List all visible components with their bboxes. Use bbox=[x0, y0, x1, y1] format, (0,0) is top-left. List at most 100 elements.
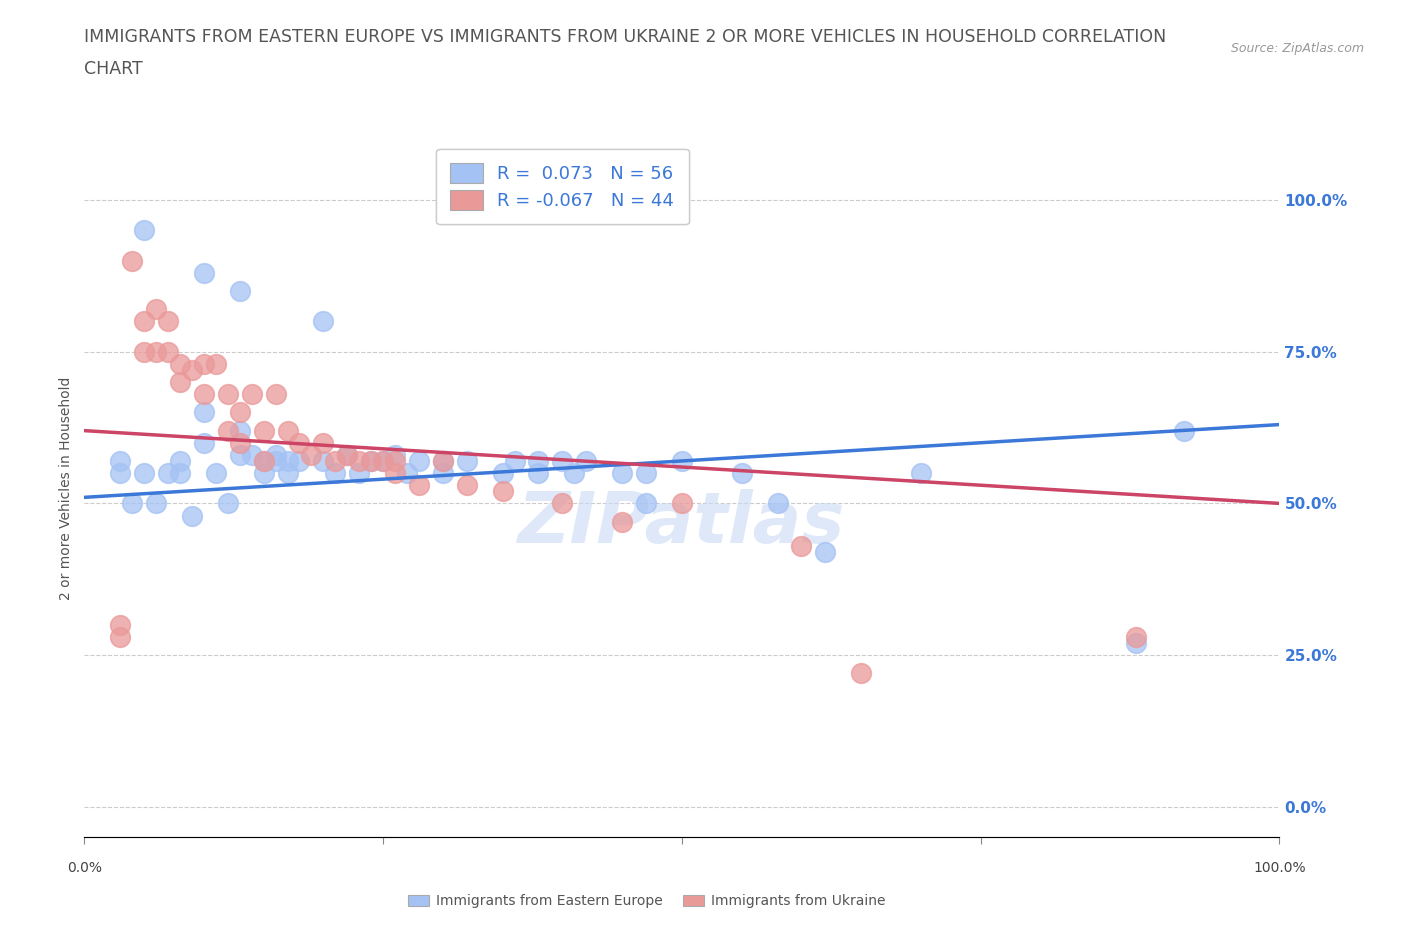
Point bbox=[228, 423, 250, 438]
Point bbox=[1125, 635, 1147, 650]
Point bbox=[276, 423, 298, 438]
Point bbox=[121, 253, 143, 268]
Point bbox=[217, 387, 239, 402]
Point bbox=[169, 356, 191, 371]
Text: ZIPatlas: ZIPatlas bbox=[519, 488, 845, 558]
Point bbox=[228, 435, 250, 450]
Point bbox=[610, 466, 633, 481]
Point bbox=[253, 423, 276, 438]
Point bbox=[253, 454, 276, 469]
Point bbox=[790, 538, 813, 553]
Point bbox=[349, 466, 371, 481]
Point bbox=[132, 466, 156, 481]
Point bbox=[145, 496, 167, 511]
Legend: Immigrants from Eastern Europe, Immigrants from Ukraine: Immigrants from Eastern Europe, Immigran… bbox=[402, 889, 891, 914]
Point bbox=[264, 447, 287, 462]
Point bbox=[634, 466, 657, 481]
Point bbox=[1125, 630, 1147, 644]
Point bbox=[384, 447, 406, 462]
Point bbox=[360, 454, 382, 469]
Point bbox=[110, 466, 132, 481]
Point bbox=[671, 496, 693, 511]
Point bbox=[384, 466, 406, 481]
Point bbox=[288, 454, 311, 469]
Point bbox=[110, 618, 132, 632]
Point bbox=[228, 405, 250, 419]
Point bbox=[288, 435, 311, 450]
Point bbox=[766, 496, 789, 511]
Text: IMMIGRANTS FROM EASTERN EUROPE VS IMMIGRANTS FROM UKRAINE 2 OR MORE VEHICLES IN : IMMIGRANTS FROM EASTERN EUROPE VS IMMIGR… bbox=[84, 28, 1167, 46]
Point bbox=[527, 466, 550, 481]
Text: 0.0%: 0.0% bbox=[67, 861, 101, 875]
Point bbox=[301, 447, 323, 462]
Point bbox=[193, 387, 215, 402]
Point bbox=[671, 454, 693, 469]
Point bbox=[132, 223, 156, 238]
Point bbox=[169, 466, 191, 481]
Point bbox=[432, 454, 454, 469]
Point bbox=[132, 314, 156, 329]
Point bbox=[240, 387, 263, 402]
Point bbox=[575, 454, 598, 469]
Point bbox=[157, 314, 180, 329]
Point bbox=[551, 496, 574, 511]
Point bbox=[205, 466, 228, 481]
Point bbox=[849, 666, 872, 681]
Point bbox=[336, 447, 359, 462]
Point bbox=[323, 466, 347, 481]
Y-axis label: 2 or more Vehicles in Household: 2 or more Vehicles in Household bbox=[59, 377, 73, 600]
Point bbox=[396, 466, 419, 481]
Point bbox=[456, 478, 478, 493]
Point bbox=[610, 514, 633, 529]
Point bbox=[276, 466, 298, 481]
Point bbox=[349, 454, 371, 469]
Point bbox=[193, 265, 215, 280]
Point bbox=[253, 454, 276, 469]
Point bbox=[432, 454, 454, 469]
Point bbox=[492, 466, 515, 481]
Point bbox=[193, 435, 215, 450]
Point bbox=[264, 387, 287, 402]
Point bbox=[110, 454, 132, 469]
Point bbox=[169, 375, 191, 390]
Point bbox=[145, 302, 167, 317]
Point bbox=[634, 496, 657, 511]
Point bbox=[132, 344, 156, 359]
Text: 100.0%: 100.0% bbox=[1253, 861, 1306, 875]
Point bbox=[408, 454, 430, 469]
Point bbox=[217, 496, 239, 511]
Point bbox=[731, 466, 754, 481]
Point bbox=[503, 454, 526, 469]
Point bbox=[193, 405, 215, 419]
Point bbox=[551, 454, 574, 469]
Point bbox=[264, 454, 287, 469]
Point bbox=[312, 454, 335, 469]
Point bbox=[205, 356, 228, 371]
Point bbox=[371, 454, 394, 469]
Point bbox=[157, 344, 180, 359]
Point bbox=[228, 284, 250, 299]
Point bbox=[527, 454, 550, 469]
Point bbox=[276, 454, 298, 469]
Legend: R =  0.073   N = 56, R = -0.067   N = 44: R = 0.073 N = 56, R = -0.067 N = 44 bbox=[436, 149, 689, 224]
Point bbox=[492, 484, 515, 498]
Point bbox=[110, 630, 132, 644]
Point bbox=[180, 508, 202, 523]
Point bbox=[814, 544, 837, 559]
Point bbox=[432, 466, 454, 481]
Point bbox=[180, 363, 202, 378]
Text: Source: ZipAtlas.com: Source: ZipAtlas.com bbox=[1230, 42, 1364, 55]
Point bbox=[312, 435, 335, 450]
Point bbox=[408, 478, 430, 493]
Point bbox=[456, 454, 478, 469]
Point bbox=[169, 454, 191, 469]
Text: CHART: CHART bbox=[84, 60, 143, 78]
Point bbox=[371, 454, 394, 469]
Point bbox=[312, 314, 335, 329]
Point bbox=[1173, 423, 1195, 438]
Point bbox=[360, 454, 382, 469]
Point bbox=[910, 466, 932, 481]
Point bbox=[562, 466, 585, 481]
Point bbox=[228, 447, 250, 462]
Point bbox=[121, 496, 143, 511]
